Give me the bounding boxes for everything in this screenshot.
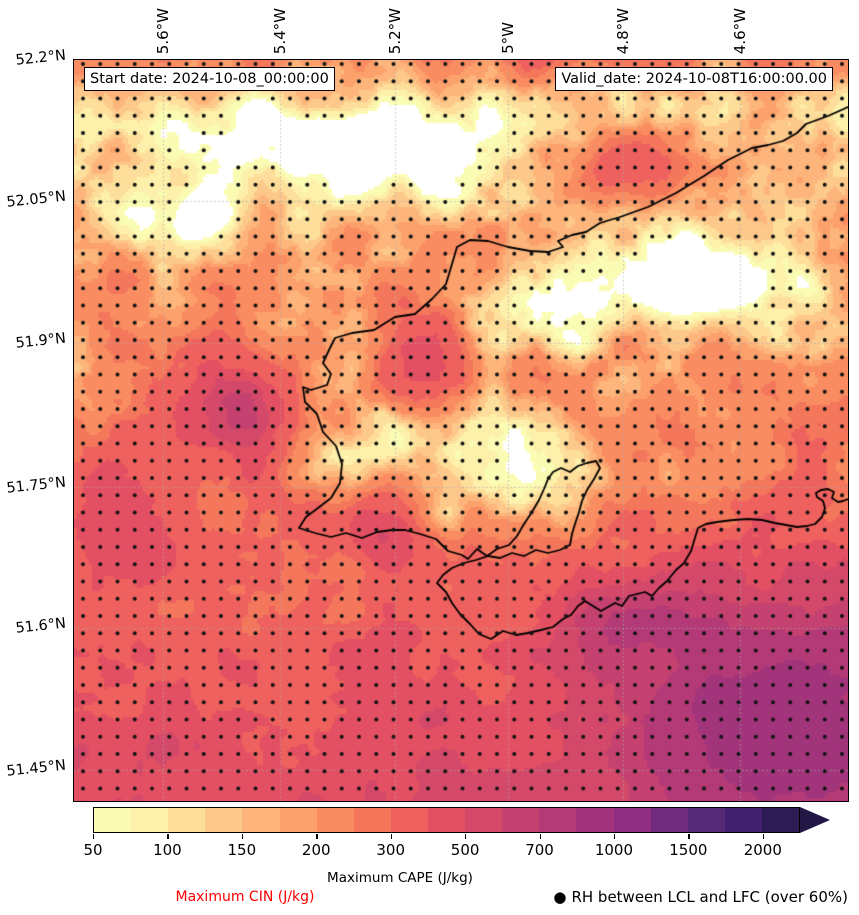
colorbar-tick-label: 150 <box>227 841 257 859</box>
colorbar-tick-label: 1500 <box>669 841 708 859</box>
colorbar-segment <box>205 808 243 832</box>
colorbar-tick-label: 50 <box>83 841 103 859</box>
rh-legend: ● RH between LCL and LFC (over 60%) <box>553 888 848 906</box>
colorbar-tick <box>167 834 169 839</box>
lon-tick-label: 4.6°W <box>731 7 749 54</box>
lat-tick-label: 51.9°N <box>14 330 67 352</box>
lon-tick-label: 4.8°W <box>614 7 632 54</box>
colorbar-segment <box>539 808 577 832</box>
colorbar-tick-label: 1000 <box>594 841 634 859</box>
colorbar-tick-label: 700 <box>525 841 554 859</box>
lon-tick-label: 5.2°W <box>386 7 404 54</box>
valid-date-label: Valid_date: 2024-10-08T16:00:00.00 <box>555 67 833 91</box>
colorbar-segment <box>576 808 614 832</box>
colorbar-tick-label: 2000 <box>743 841 782 859</box>
colorbar <box>93 807 800 833</box>
colorbar-segment <box>687 808 725 832</box>
colorbar-segment <box>390 808 428 832</box>
cape-field-canvas <box>74 60 848 801</box>
lat-tick-label: 51.6°N <box>14 615 67 637</box>
start-date-label: Start date: 2024-10-08_00:00:00 <box>84 67 335 91</box>
lat-tick-label: 51.75°N <box>5 474 67 497</box>
lon-tick-label: 5°W <box>499 22 517 54</box>
cin-label: Maximum CIN (J/kg) <box>175 889 315 905</box>
colorbar-segment <box>650 808 688 832</box>
lat-tick-label: 52.2°N <box>14 47 67 69</box>
colorbar-tick-label: 300 <box>376 841 405 859</box>
lat-tick-label: 52.05°N <box>5 188 67 211</box>
colorbar-tick <box>613 834 616 839</box>
colorbar-segment <box>168 808 206 832</box>
colorbar-segment <box>427 808 466 832</box>
colorbar-segment <box>353 808 391 832</box>
lat-tick-label: 51.45°N <box>5 757 67 780</box>
lon-tick-label: 5.6°W <box>154 7 172 54</box>
rh-legend-text: RH between LCL and LFC (over 60%) <box>571 888 848 906</box>
colorbar-tick <box>465 834 467 839</box>
colorbar-tick <box>316 834 318 839</box>
colorbar-segment <box>502 808 540 832</box>
lon-tick-label: 5.4°W <box>271 7 289 54</box>
colorbar-segment <box>94 808 132 832</box>
colorbar-tick <box>762 834 765 839</box>
colorbar-tick-label: 500 <box>450 841 480 859</box>
colorbar-tick-label: 200 <box>301 841 331 859</box>
colorbar-segment <box>316 808 354 832</box>
colorbar-segment <box>724 808 762 832</box>
colorbar-tick <box>93 834 95 839</box>
colorbar-segment <box>761 808 800 832</box>
colorbar-tick <box>390 834 392 839</box>
legend-dot-icon: ● <box>553 887 567 906</box>
colorbar-extend-arrow <box>800 807 830 833</box>
colorbar-title: Maximum CAPE (J/kg) <box>327 870 473 886</box>
colorbar-tick-label: 100 <box>153 841 182 859</box>
colorbar-segment <box>613 808 651 832</box>
colorbar-segment <box>131 808 169 832</box>
colorbar-tick <box>539 834 541 839</box>
colorbar-segment <box>242 808 280 832</box>
colorbar-tick <box>241 834 244 839</box>
colorbar-segment <box>279 808 317 832</box>
colorbar-tick <box>688 834 690 839</box>
colorbar-segment <box>465 808 503 832</box>
